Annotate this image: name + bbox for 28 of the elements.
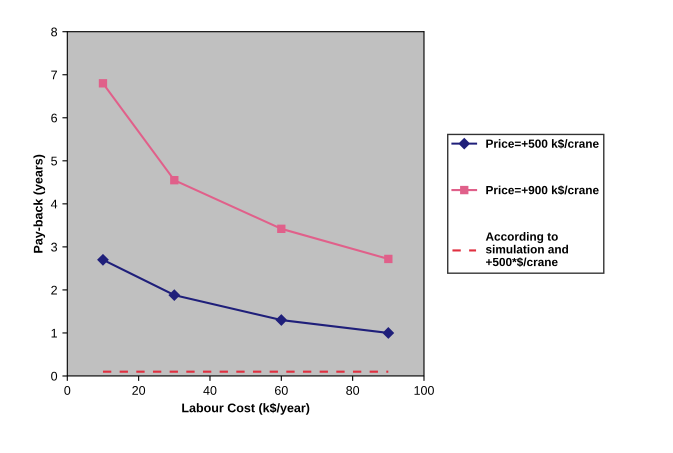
legend-label: Price=+900 k$/crane [486, 185, 599, 196]
y-tick-label: 0 [51, 372, 58, 381]
point [98, 79, 108, 88]
point [97, 254, 109, 266]
y-tick-label: 4 [50, 200, 58, 208]
x-tick-label: 60 [275, 386, 288, 395]
x-tick-label: 20 [132, 386, 146, 395]
y-tick-label: 6 [51, 114, 58, 122]
x-tick-label: 0 [64, 386, 70, 395]
y-tick-label: 2 [51, 286, 57, 294]
point [277, 224, 286, 233]
legend-label: Price=+500 k$/crane [486, 138, 599, 149]
y-axis-title: Pay-back (years) [33, 154, 46, 253]
x-axis-title: Labour Cost (k$/year) [182, 402, 310, 415]
point [170, 176, 178, 184]
point [384, 254, 392, 264]
point [168, 289, 180, 301]
x-tick-label: 80 [346, 386, 360, 395]
point [276, 314, 287, 326]
point [382, 327, 394, 339]
x-tick-label: 40 [203, 386, 216, 395]
y-tick-label: 3 [51, 242, 58, 252]
y-tick-label: 1 [52, 328, 57, 338]
y-tick-label: 5 [51, 156, 58, 166]
x-tick-label: 100 [414, 386, 434, 395]
legend-label: According to simulation and +500*$/crane [486, 232, 568, 267]
y-tick-label: 7 [51, 70, 57, 80]
y-tick-label: 8 [51, 28, 58, 36]
